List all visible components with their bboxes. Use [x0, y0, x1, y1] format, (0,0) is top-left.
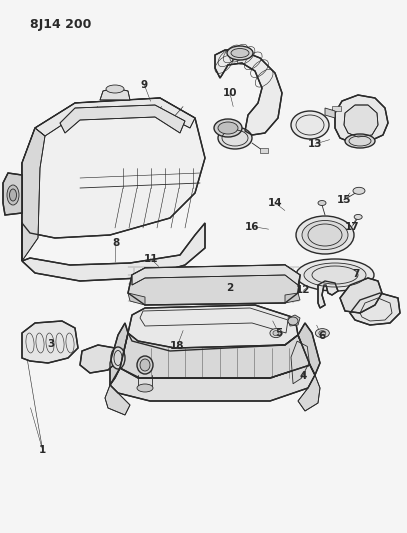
Ellipse shape	[273, 330, 279, 336]
Text: 5: 5	[275, 328, 282, 338]
Polygon shape	[128, 293, 145, 305]
Ellipse shape	[291, 111, 329, 139]
Text: 12: 12	[296, 286, 311, 295]
Polygon shape	[318, 281, 338, 308]
Text: 13: 13	[308, 139, 323, 149]
Polygon shape	[291, 341, 309, 384]
Ellipse shape	[137, 384, 153, 392]
Ellipse shape	[270, 329, 282, 337]
Polygon shape	[60, 105, 185, 133]
Ellipse shape	[345, 134, 375, 148]
Polygon shape	[22, 223, 205, 281]
Polygon shape	[298, 323, 320, 375]
Text: 4: 4	[300, 371, 307, 381]
Ellipse shape	[7, 185, 19, 205]
Polygon shape	[350, 293, 400, 325]
Polygon shape	[215, 50, 282, 135]
Ellipse shape	[227, 46, 253, 60]
Ellipse shape	[9, 189, 17, 201]
Ellipse shape	[302, 221, 348, 249]
Polygon shape	[298, 375, 320, 411]
Ellipse shape	[319, 330, 326, 336]
Ellipse shape	[111, 347, 125, 369]
Text: 6: 6	[318, 331, 325, 341]
Bar	[260, 148, 268, 153]
Ellipse shape	[218, 122, 238, 134]
Polygon shape	[3, 173, 22, 215]
Polygon shape	[132, 265, 300, 285]
Text: 8: 8	[112, 238, 120, 247]
Text: 17: 17	[345, 222, 359, 231]
Ellipse shape	[296, 216, 354, 254]
Polygon shape	[105, 385, 130, 415]
Polygon shape	[100, 88, 130, 100]
Ellipse shape	[304, 263, 366, 287]
Polygon shape	[288, 315, 300, 326]
Ellipse shape	[353, 187, 365, 195]
Text: 16: 16	[245, 222, 260, 231]
Polygon shape	[22, 321, 78, 363]
Ellipse shape	[318, 200, 326, 206]
Ellipse shape	[137, 356, 153, 374]
Ellipse shape	[214, 119, 242, 137]
Text: 18: 18	[170, 342, 184, 351]
Polygon shape	[120, 333, 310, 378]
Polygon shape	[110, 365, 315, 401]
Polygon shape	[325, 108, 335, 118]
Text: 8J14 200: 8J14 200	[30, 18, 92, 31]
Text: 14: 14	[267, 198, 282, 207]
Polygon shape	[110, 323, 128, 385]
Polygon shape	[80, 345, 118, 373]
Polygon shape	[344, 105, 378, 137]
Text: 2: 2	[226, 283, 234, 293]
Ellipse shape	[231, 49, 249, 58]
Ellipse shape	[315, 329, 329, 337]
Text: 3: 3	[47, 339, 55, 349]
Text: 11: 11	[143, 254, 158, 263]
Polygon shape	[128, 305, 298, 351]
Text: 7: 7	[352, 270, 360, 279]
Ellipse shape	[296, 259, 374, 291]
Polygon shape	[35, 98, 195, 136]
Ellipse shape	[140, 359, 150, 371]
Bar	[332, 106, 341, 111]
Polygon shape	[22, 98, 205, 261]
Polygon shape	[340, 278, 382, 313]
Text: 1: 1	[39, 446, 46, 455]
Text: 9: 9	[141, 80, 148, 90]
Ellipse shape	[218, 127, 252, 149]
Polygon shape	[335, 95, 388, 143]
Polygon shape	[128, 265, 300, 305]
Ellipse shape	[106, 85, 124, 93]
Polygon shape	[285, 293, 300, 303]
Polygon shape	[22, 128, 45, 261]
Ellipse shape	[288, 317, 298, 325]
Ellipse shape	[354, 214, 362, 220]
Text: 15: 15	[337, 195, 351, 205]
Text: 10: 10	[223, 88, 237, 98]
